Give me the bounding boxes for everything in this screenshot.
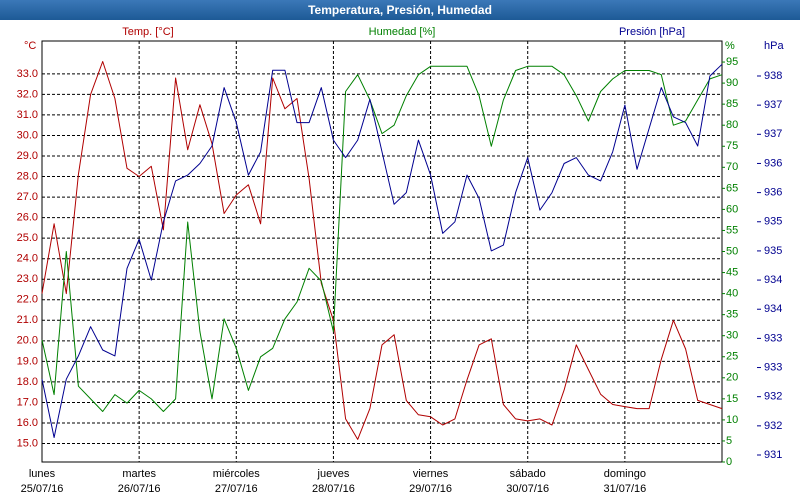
x-tick-sublabel: 29/07/16 xyxy=(409,483,452,495)
y-tick-label: 20.0 xyxy=(17,335,38,347)
y2-unit: % xyxy=(725,40,735,52)
x-tick-sublabel: 31/07/16 xyxy=(603,483,646,495)
y-tick-label: 16.0 xyxy=(17,417,38,429)
y3-tick-label: 938 xyxy=(764,70,782,82)
y-tick-label: 24.0 xyxy=(17,253,38,265)
plot-area xyxy=(41,40,723,463)
y2-tick-label: 90 xyxy=(726,77,738,89)
x-tick-label: viernes xyxy=(413,468,449,480)
y3-tick-label: 934 xyxy=(764,274,782,286)
x-tick-label: miércoles xyxy=(213,468,261,480)
y2-tick-label: 70 xyxy=(726,161,738,173)
y2-tick-label: 30 xyxy=(726,330,738,342)
y2-tick-label: 25 xyxy=(726,351,738,363)
title-bar: Temperatura, Presión, Humedad xyxy=(0,0,800,20)
y2-tick-label: 75 xyxy=(726,140,738,152)
y3-tick-label: 936 xyxy=(764,157,782,169)
y-unit: °C xyxy=(24,40,36,52)
y-tick-label: 31.0 xyxy=(17,109,38,121)
y3-tick-label: 935 xyxy=(764,245,782,257)
y-tick-label: 18.0 xyxy=(17,376,38,388)
y3-tick-label: 932 xyxy=(764,391,782,403)
y-tick-label: 29.0 xyxy=(17,150,38,162)
y2-tick-label: 80 xyxy=(726,119,738,131)
y2-tick-label: 65 xyxy=(726,182,738,194)
series-line xyxy=(41,63,723,438)
x-tick-label: domingo xyxy=(604,468,646,480)
x-tick-sublabel: 26/07/16 xyxy=(118,483,161,495)
y3-tick-label: 937 xyxy=(764,128,782,140)
x-tick-label: martes xyxy=(122,468,156,480)
y2-tick-label: 95 xyxy=(726,56,738,68)
x-tick-sublabel: 30/07/16 xyxy=(506,483,549,495)
y2-tick-label: 5 xyxy=(726,435,732,447)
y2-tick-label: 45 xyxy=(726,266,738,278)
y3-tick-label: 937 xyxy=(764,99,782,111)
y-label: Temp. [°C] xyxy=(122,26,173,38)
x-tick-label: jueves xyxy=(317,468,350,480)
x-tick-label: sábado xyxy=(510,468,546,480)
y3-label: Presión [hPa] xyxy=(619,26,685,38)
x-tick-sublabel: 28/07/16 xyxy=(312,483,355,495)
y3-tick-label: 933 xyxy=(764,332,782,344)
y2-tick-label: 50 xyxy=(726,245,738,257)
y-tick-label: 15.0 xyxy=(17,437,38,449)
series-line xyxy=(41,65,723,412)
y-tick-label: 30.0 xyxy=(17,129,38,141)
y2-tick-label: 60 xyxy=(726,203,738,215)
y2-tick-label: 10 xyxy=(726,414,738,426)
y-tick-label: 32.0 xyxy=(17,88,38,100)
y2-tick-label: 20 xyxy=(726,372,738,384)
y2-tick-label: 15 xyxy=(726,393,738,405)
y2-tick-label: 0 xyxy=(726,456,732,468)
y2-label: Humedad [%] xyxy=(369,26,436,38)
chart-title: Temperatura, Presión, Humedad xyxy=(308,3,492,17)
y3-tick-label: 936 xyxy=(764,187,782,199)
x-tick-label: lunes xyxy=(29,468,56,480)
y2-tick-label: 55 xyxy=(726,224,738,236)
y3-tick-label: 933 xyxy=(764,361,782,373)
y2-tick-label: 40 xyxy=(726,288,738,300)
x-tick-sublabel: 27/07/16 xyxy=(215,483,258,495)
y-tick-label: 26.0 xyxy=(17,212,38,224)
y-tick-label: 25.0 xyxy=(17,232,38,244)
y-tick-label: 28.0 xyxy=(17,170,38,182)
y3-tick-label: 932 xyxy=(764,420,782,432)
y-tick-label: 22.0 xyxy=(17,294,38,306)
y-tick-label: 21.0 xyxy=(17,314,38,326)
y-tick-label: 17.0 xyxy=(17,396,38,408)
series-line xyxy=(41,61,723,440)
y2-tick-label: 85 xyxy=(726,98,738,110)
y-tick-label: 27.0 xyxy=(17,191,38,203)
y3-tick-label: 935 xyxy=(764,216,782,228)
y-tick-label: 23.0 xyxy=(17,273,38,285)
y-tick-label: 33.0 xyxy=(17,68,38,80)
y3-tick-label: 934 xyxy=(764,303,782,315)
y2-tick-label: 35 xyxy=(726,309,738,321)
y-tick-label: 19.0 xyxy=(17,355,38,367)
y3-tick-label: 931 xyxy=(764,449,782,461)
y3-unit: hPa xyxy=(764,40,784,52)
x-tick-sublabel: 25/07/16 xyxy=(21,483,64,495)
